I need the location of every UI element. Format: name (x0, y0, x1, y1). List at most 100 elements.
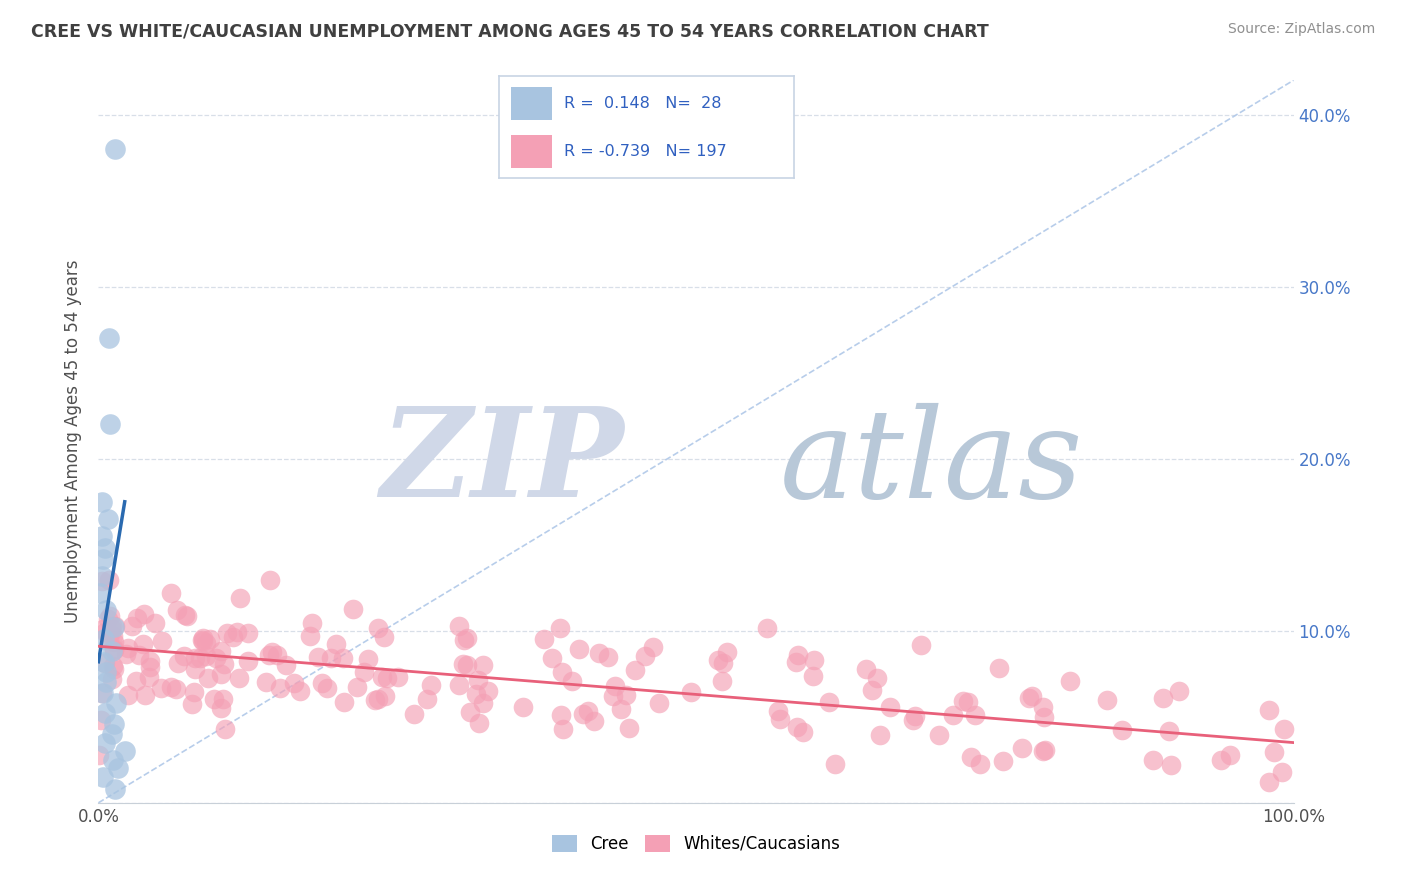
Point (103, 641, 125, 656)
Point (561, 673, 583, 688)
Point (104, 142, 127, 156)
Point (458, 706, 481, 720)
Point (1219, 747, 1241, 762)
Point (332, 651, 354, 665)
Point (301, 615, 323, 630)
Point (274, 657, 297, 672)
Point (100, 727, 122, 741)
Point (94, 625, 117, 640)
Point (101, 629, 124, 643)
Point (387, 670, 409, 684)
Point (191, 633, 214, 648)
Point (181, 697, 204, 711)
Point (127, 610, 149, 624)
Point (103, 662, 125, 676)
Point (415, 691, 437, 706)
Point (1011, 740, 1033, 755)
Point (711, 656, 734, 670)
Point (90, 529, 112, 543)
Point (166, 656, 188, 670)
Point (103, 620, 125, 634)
Legend: Cree, Whites/Caucasians: Cree, Whites/Caucasians (546, 828, 846, 860)
Point (100, 621, 122, 635)
Point (143, 615, 166, 630)
Point (91, 686, 114, 700)
Point (205, 650, 228, 665)
Text: R = -0.739   N= 197: R = -0.739 N= 197 (564, 145, 727, 160)
Text: CREE VS WHITE/CAUCASIAN UNEMPLOYMENT AMONG AGES 45 TO 54 YEARS CORRELATION CHART: CREE VS WHITE/CAUCASIAN UNEMPLOYMENT AMO… (31, 22, 988, 40)
Point (97, 331, 120, 345)
Point (236, 654, 259, 668)
Point (716, 645, 738, 659)
Point (134, 688, 156, 702)
Point (103, 634, 125, 648)
Point (1257, 774, 1279, 789)
Point (541, 651, 564, 665)
Point (1021, 689, 1043, 703)
Point (357, 652, 380, 666)
Point (299, 629, 322, 643)
Point (792, 724, 814, 739)
Point (969, 757, 991, 772)
Point (93, 655, 115, 669)
Point (197, 671, 219, 685)
Point (103, 643, 125, 657)
Point (311, 676, 333, 690)
Point (553, 723, 575, 737)
Point (855, 662, 877, 676)
Point (91, 568, 114, 582)
Point (97, 512, 120, 526)
Point (1160, 758, 1182, 772)
Point (707, 653, 730, 667)
Point (104, 782, 127, 797)
Point (928, 728, 950, 742)
Point (786, 720, 808, 734)
Point (1263, 745, 1285, 759)
Point (818, 695, 841, 709)
Point (603, 679, 626, 693)
Point (254, 674, 277, 689)
Point (117, 640, 139, 655)
Point (374, 690, 396, 704)
Point (959, 749, 981, 764)
Point (903, 713, 925, 727)
Point (333, 695, 356, 709)
Point (325, 636, 347, 650)
Point (617, 721, 640, 735)
Point (453, 633, 475, 648)
Point (576, 704, 599, 718)
Point (1167, 684, 1189, 698)
Point (307, 649, 329, 664)
Point (228, 671, 250, 685)
Point (269, 681, 291, 695)
Point (266, 648, 288, 663)
Point (367, 691, 389, 706)
Point (315, 681, 337, 695)
Point (209, 644, 232, 658)
Point (364, 693, 387, 707)
Point (879, 700, 901, 714)
Text: atlas: atlas (779, 402, 1083, 524)
Point (346, 680, 368, 694)
Point (191, 633, 214, 648)
Point (209, 667, 232, 681)
Point (228, 591, 250, 605)
Point (1258, 703, 1281, 717)
Point (1142, 753, 1164, 767)
Point (214, 722, 236, 736)
Point (353, 665, 375, 679)
Point (942, 707, 965, 722)
Point (101, 672, 124, 686)
Point (910, 638, 932, 652)
Point (150, 681, 173, 696)
Point (548, 621, 571, 635)
Point (93, 541, 115, 556)
Point (1059, 674, 1081, 689)
Point (195, 636, 218, 650)
Point (128, 648, 150, 662)
Point (512, 699, 534, 714)
Point (648, 696, 671, 710)
Point (634, 648, 657, 663)
Point (471, 697, 494, 711)
Point (132, 637, 155, 651)
